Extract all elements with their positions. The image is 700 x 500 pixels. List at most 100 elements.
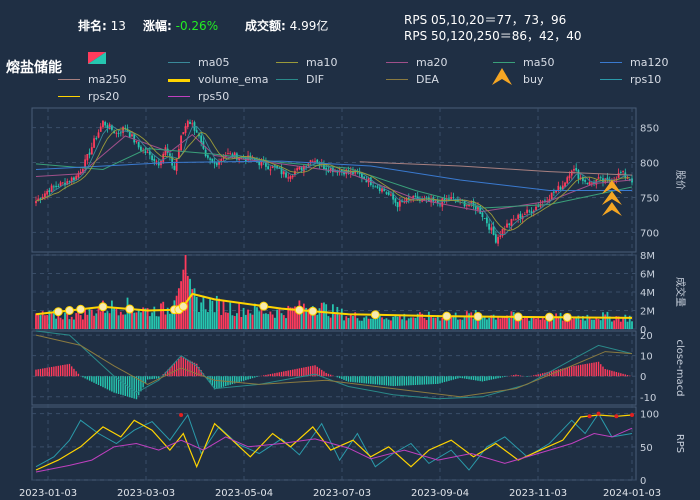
volume-bar [273,317,276,329]
macd-histogram-bar [198,366,200,377]
macd-histogram-bar [218,376,220,389]
volume-bar [602,312,604,329]
candle-body [291,175,294,178]
candle-body [73,177,75,181]
macd-histogram-bar [403,376,406,386]
candle-body [70,177,73,183]
volume-bar [454,312,457,329]
volume-bar [276,309,278,329]
macd-histogram-bar [189,360,191,377]
candle-body [124,127,127,129]
volume-bar [198,312,200,329]
macd-histogram-bar [559,368,562,377]
candle-body [220,159,223,162]
volume-bar [240,316,243,329]
candle-body [486,217,488,224]
volume-bar [528,320,531,329]
macd-histogram-bar [329,374,332,377]
candle-body [414,195,417,197]
volume-bar [251,314,254,329]
volume-bar [405,320,408,329]
macd-histogram-bar [53,366,55,377]
candle-body [61,182,64,184]
macd-histogram-bar [233,376,236,384]
legend-label-ma120: ma120 [630,56,669,69]
macd-histogram-bar [611,370,613,377]
volume-bar [510,311,513,329]
volume-bar [416,313,419,329]
volume-bar [227,312,229,329]
macd-histogram-bar [495,376,497,379]
candle-body [523,214,526,215]
macd-histogram-bar [374,376,376,385]
macd-histogram-bar [535,374,537,377]
rps-tick-label: 50 [640,443,653,454]
macd-histogram-bar [280,371,283,377]
volume-bar [88,307,91,329]
volume-bar [300,309,303,329]
axis-title-price: 股价 [674,170,686,190]
macd-histogram-bar [153,376,156,379]
volume-bar [122,314,124,329]
volume-bar [93,315,95,329]
volume-bar [213,312,216,329]
volume-bar [349,314,352,329]
line-ma120 [35,160,632,191]
candle-body [157,162,160,166]
candle-body [405,197,408,203]
volume-bar [262,313,265,329]
volume-bar [414,317,417,329]
volume-bar [546,320,549,329]
macd-histogram-bar [75,371,77,377]
candle-body [260,161,263,166]
macd-histogram-bar [283,371,285,377]
volume-bar [218,298,220,329]
macd-histogram-bar [62,365,64,377]
macd-histogram-bar [459,376,461,378]
macd-histogram-bar [387,376,390,386]
candle-body [557,185,560,192]
volume-bar [68,319,71,329]
macd-histogram-bar [510,375,513,377]
volume-bar [611,321,613,329]
candle-body [544,200,546,202]
macd-histogram-bar [425,376,428,385]
macd-histogram-bar [303,367,305,377]
candle-body [430,198,433,203]
candle-body [508,223,511,225]
macd-histogram-bar [84,376,86,379]
volume-bar [113,307,116,329]
candle-body [102,120,104,128]
candle-body [584,180,587,182]
candle-body [318,163,321,165]
macd-histogram-bar [629,375,631,377]
candle-body [97,132,100,138]
candle-body [526,209,528,214]
volume-bar [204,309,207,329]
candle-body [436,200,439,204]
macd-histogram-bar [501,376,504,378]
macd-histogram-bar [86,376,89,380]
volume-bar [443,319,446,329]
macd-histogram-bar [294,369,296,377]
macd-histogram-bar [39,368,42,377]
volume-bar [559,312,562,329]
candle-body [363,176,366,179]
volume-bar [552,316,555,329]
candle-body [622,171,624,172]
panel-frame-macd [31,330,637,406]
candle-body [59,182,62,186]
volume-bar [419,312,421,329]
candle-body [106,125,109,129]
macd-histogram-bar [354,376,356,383]
candle-body [515,219,517,221]
volume-bar [320,302,323,329]
candle-body [465,204,468,206]
macd-histogram-bar [577,365,580,377]
volume-bar [81,319,84,329]
volume-surge-marker [513,312,523,322]
macd-histogram-bar [312,365,314,377]
volume-bar [162,301,165,329]
volume-bar [64,312,66,329]
volume-bar [599,320,602,329]
